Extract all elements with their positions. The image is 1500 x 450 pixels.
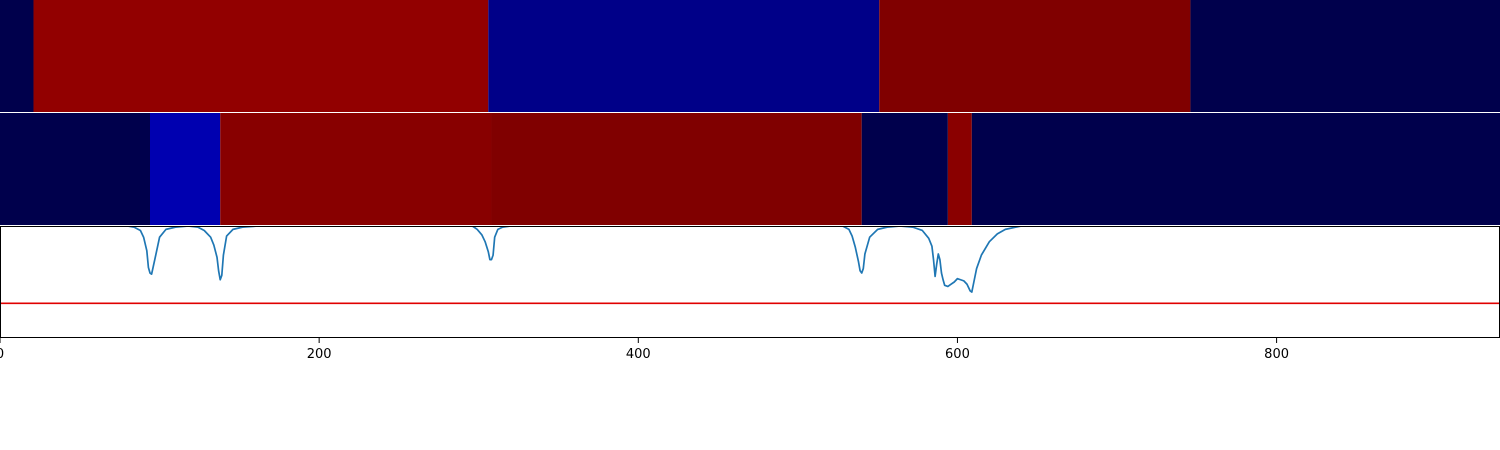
top-segment-band	[0, 0, 1500, 112]
segment-1	[0, 113, 150, 225]
segment-2	[33, 0, 489, 112]
segment-5	[1190, 0, 1500, 112]
segment-3	[488, 0, 880, 112]
segment-3	[220, 113, 492, 225]
series-line	[127, 225, 1022, 293]
x-tick-label-800: 800	[1264, 347, 1289, 362]
line-plot-panel	[0, 225, 1500, 305]
middle-segment-band	[0, 113, 1500, 225]
x-tick-label-0: 0	[0, 347, 4, 362]
segment-4	[879, 0, 1191, 112]
segment-1	[0, 0, 34, 112]
segment-5	[861, 113, 948, 225]
segment-6	[947, 113, 972, 225]
segment-2	[150, 113, 221, 225]
x-tick-label-200: 200	[307, 347, 332, 362]
x-axis: 0 200 400 600 800	[0, 338, 1289, 362]
segment-7	[971, 113, 1500, 225]
segment-4	[491, 113, 862, 225]
x-tick-label-400: 400	[626, 347, 651, 362]
x-tick-label-600: 600	[945, 347, 970, 362]
